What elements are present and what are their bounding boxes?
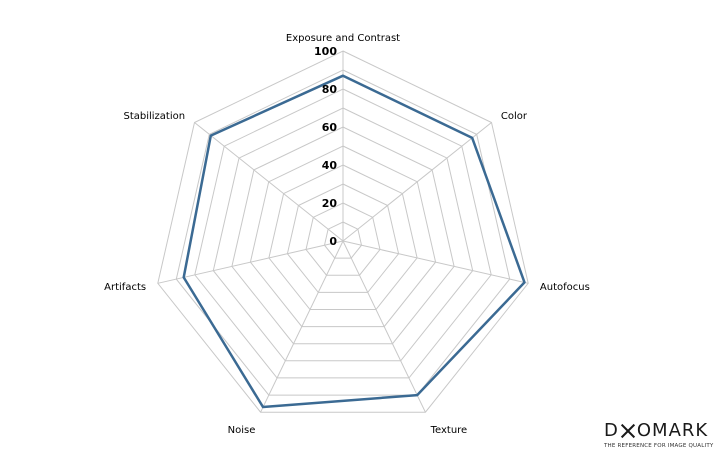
axis-label: Exposure and Contrast: [286, 33, 400, 44]
logo-x-mark: [620, 423, 636, 439]
grid-ring: [305, 202, 381, 276]
grid-ring: [323, 221, 363, 259]
axis-label: Noise: [228, 425, 256, 436]
axis-spoke: [342, 122, 492, 242]
axis-spoke: [260, 240, 344, 413]
axis-spoke: [342, 240, 529, 284]
axis-spoke: [194, 122, 344, 242]
grid-ring: [212, 107, 474, 362]
axis-label: Stabilization: [123, 111, 185, 122]
grid-ring: [286, 183, 400, 293]
axis-label: Color: [501, 111, 528, 122]
tick-label: 20: [322, 197, 338, 210]
axis-label: Autofocus: [540, 282, 590, 293]
axis-labels: Exposure and Contrast Color Autofocus Textu…: [104, 33, 590, 436]
grid-ring: [157, 50, 529, 413]
axis-spoke: [157, 240, 344, 284]
grid-ring: [175, 69, 511, 396]
grid-ring: [268, 164, 418, 310]
logo-tagline: THE REFERENCE FOR IMAGE QUALITY: [604, 443, 714, 449]
radar-series: [182, 74, 526, 409]
grid-ring: [194, 88, 492, 379]
axis-spoke: [342, 240, 426, 413]
tick-label: 0: [329, 235, 337, 248]
axis-label: Texture: [430, 425, 468, 436]
tick-label: 100: [314, 45, 337, 58]
logo-letter: D: [604, 420, 619, 441]
radar-grid: [157, 50, 529, 413]
tick-label: 40: [322, 159, 338, 172]
tick-label: 60: [322, 121, 338, 134]
logo-wordmark: OMARK: [636, 420, 709, 441]
series-line: [182, 74, 526, 409]
grid-ring: [249, 145, 437, 328]
radial-ticks: 0 20 40 60 80 100: [314, 45, 337, 248]
tick-label: 80: [322, 83, 338, 96]
dxomark-logo: D OMARK THE REFERENCE FOR IMAGE QUALITY: [604, 420, 722, 450]
axis-label: Artifacts: [104, 282, 146, 293]
grid-ring: [231, 126, 455, 345]
